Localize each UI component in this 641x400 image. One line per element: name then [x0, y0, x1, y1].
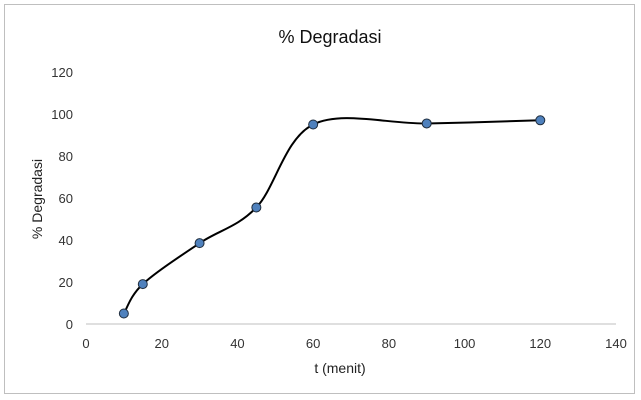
- data-point: [421, 118, 432, 129]
- x-tick-label: 80: [382, 336, 396, 351]
- x-tick-label: 40: [230, 336, 244, 351]
- tick-labels: 0 20 40 60 80 100 120 140 0 20 40 60 80 100 120: [51, 65, 627, 351]
- x-axis-label: t (menit): [314, 360, 365, 376]
- x-tick-label: 140: [605, 336, 627, 351]
- y-tick-label: 120: [51, 65, 73, 80]
- x-tick-label: 120: [529, 336, 551, 351]
- y-tick-label: 40: [59, 233, 73, 248]
- y-tick-label: 0: [66, 317, 73, 332]
- x-tick-label: 60: [306, 336, 320, 351]
- y-tick-label: 60: [59, 191, 73, 206]
- y-tick-label: 80: [59, 149, 73, 164]
- data-point: [308, 119, 319, 130]
- x-tick-label: 0: [82, 336, 89, 351]
- x-tick-label: 20: [154, 336, 168, 351]
- y-tick-label: 100: [51, 107, 73, 122]
- chart-frame: [4, 4, 635, 394]
- series-line: [122, 117, 541, 315]
- data-point: [194, 238, 205, 249]
- y-axis-label: % Degradasi: [29, 159, 45, 239]
- x-tick-label: 100: [454, 336, 476, 351]
- data-point: [535, 115, 546, 126]
- data-point: [137, 279, 148, 290]
- chart-title: % Degradasi: [278, 27, 381, 47]
- y-tick-label: 20: [59, 275, 73, 290]
- data-point: [118, 308, 129, 319]
- data-point: [251, 202, 262, 213]
- plot-area: [118, 115, 546, 319]
